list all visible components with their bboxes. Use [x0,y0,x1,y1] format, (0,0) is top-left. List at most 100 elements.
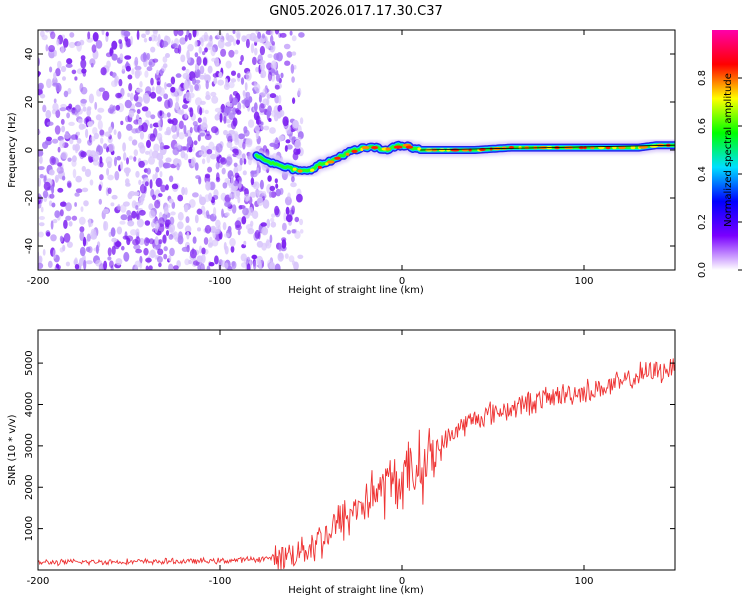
noise-speckle [244,82,248,92]
noise-speckle [285,124,292,135]
noise-speckle [124,55,132,60]
noise-speckle [211,57,217,62]
noise-speckle [158,217,165,228]
noise-speckle [97,107,105,113]
noise-speckle [130,35,134,46]
noise-speckle [293,65,297,70]
noise-speckle [242,170,247,176]
noise-speckle [166,83,172,88]
noise-speckle [157,248,164,256]
noise-speckle [115,92,122,99]
noise-speckle [111,40,118,50]
noise-speckle [262,199,270,209]
noise-speckle [109,260,114,269]
noise-speckle [126,237,131,246]
noise-speckle [131,210,137,219]
noise-speckle [184,132,188,137]
noise-speckle [141,122,148,133]
noise-speckle [211,126,219,134]
signal-peak [345,152,350,156]
noise-speckle [144,70,149,78]
noise-speckle [67,182,72,189]
noise-speckle [92,32,99,42]
noise-speckle [157,33,161,44]
noise-speckle [164,99,171,109]
noise-speckle [192,77,197,85]
noise-speckle [208,262,215,267]
noise-speckle [68,121,75,126]
noise-speckle [62,38,69,48]
noise-speckle [145,265,149,270]
noise-speckle [32,134,37,139]
noise-speckle [253,260,257,270]
noise-speckle [185,216,190,224]
noise-speckle [204,109,209,114]
noise-speckle [109,49,114,54]
y-tick-label: 3000 [24,433,35,458]
noise-speckle [189,126,193,134]
noise-speckle [120,204,127,213]
noise-speckle [83,200,89,207]
noise-speckle [172,147,180,156]
noise-speckle [197,265,202,270]
noise-speckle [66,241,73,248]
noise-speckle [51,202,56,208]
noise-speckle [214,107,222,113]
noise-speckle [80,206,84,212]
noise-speckle [76,41,82,52]
noise-speckle [269,127,276,134]
noise-speckle [74,202,77,207]
noise-speckle [268,191,273,198]
noise-speckle [263,125,270,131]
noise-speckle [148,36,152,42]
noise-speckle [108,126,113,134]
noise-speckle [92,126,98,135]
noise-speckle [59,139,65,149]
noise-speckle [144,220,151,226]
noise-speckle [181,246,189,252]
noise-speckle [291,205,295,215]
noise-speckle [82,106,87,112]
noise-speckle [175,93,179,103]
noise-speckle [127,74,133,80]
noise-speckle [50,234,57,242]
noise-speckle [256,196,264,206]
noise-speckle [63,133,71,139]
noise-speckle [68,103,73,110]
noise-speckle [243,193,251,202]
signal-peak [612,146,617,150]
noise-speckle [190,157,196,167]
noise-speckle [80,55,86,61]
noise-speckle [161,40,169,48]
noise-speckle [59,235,64,243]
noise-speckle [285,206,290,215]
noise-speckle [229,94,233,103]
noise-speckle [60,65,67,73]
noise-speckle [78,257,84,267]
noise-speckle [178,120,184,130]
noise-speckle [259,60,266,65]
noise-speckle [235,30,241,39]
noise-speckle [101,30,105,36]
noise-speckle [38,166,45,171]
noise-speckle [243,158,247,165]
noise-speckle [151,86,155,92]
noise-speckle [253,102,258,112]
noise-speckle [270,30,274,37]
noise-speckle [199,245,202,254]
noise-speckle [295,136,302,142]
noise-speckle [279,187,284,195]
noise-speckle [273,62,276,71]
noise-speckle [45,30,50,33]
noise-speckle [146,167,151,175]
noise-speckle [266,183,272,194]
noise-speckle [121,65,125,72]
noise-speckle [106,60,111,69]
noise-speckle [270,45,275,53]
spectrogram-x-label: Height of straight line (km) [288,285,424,296]
noise-speckle [185,91,192,102]
noise-speckle [48,45,55,53]
noise-speckle [265,41,271,49]
noise-speckle [187,56,191,64]
